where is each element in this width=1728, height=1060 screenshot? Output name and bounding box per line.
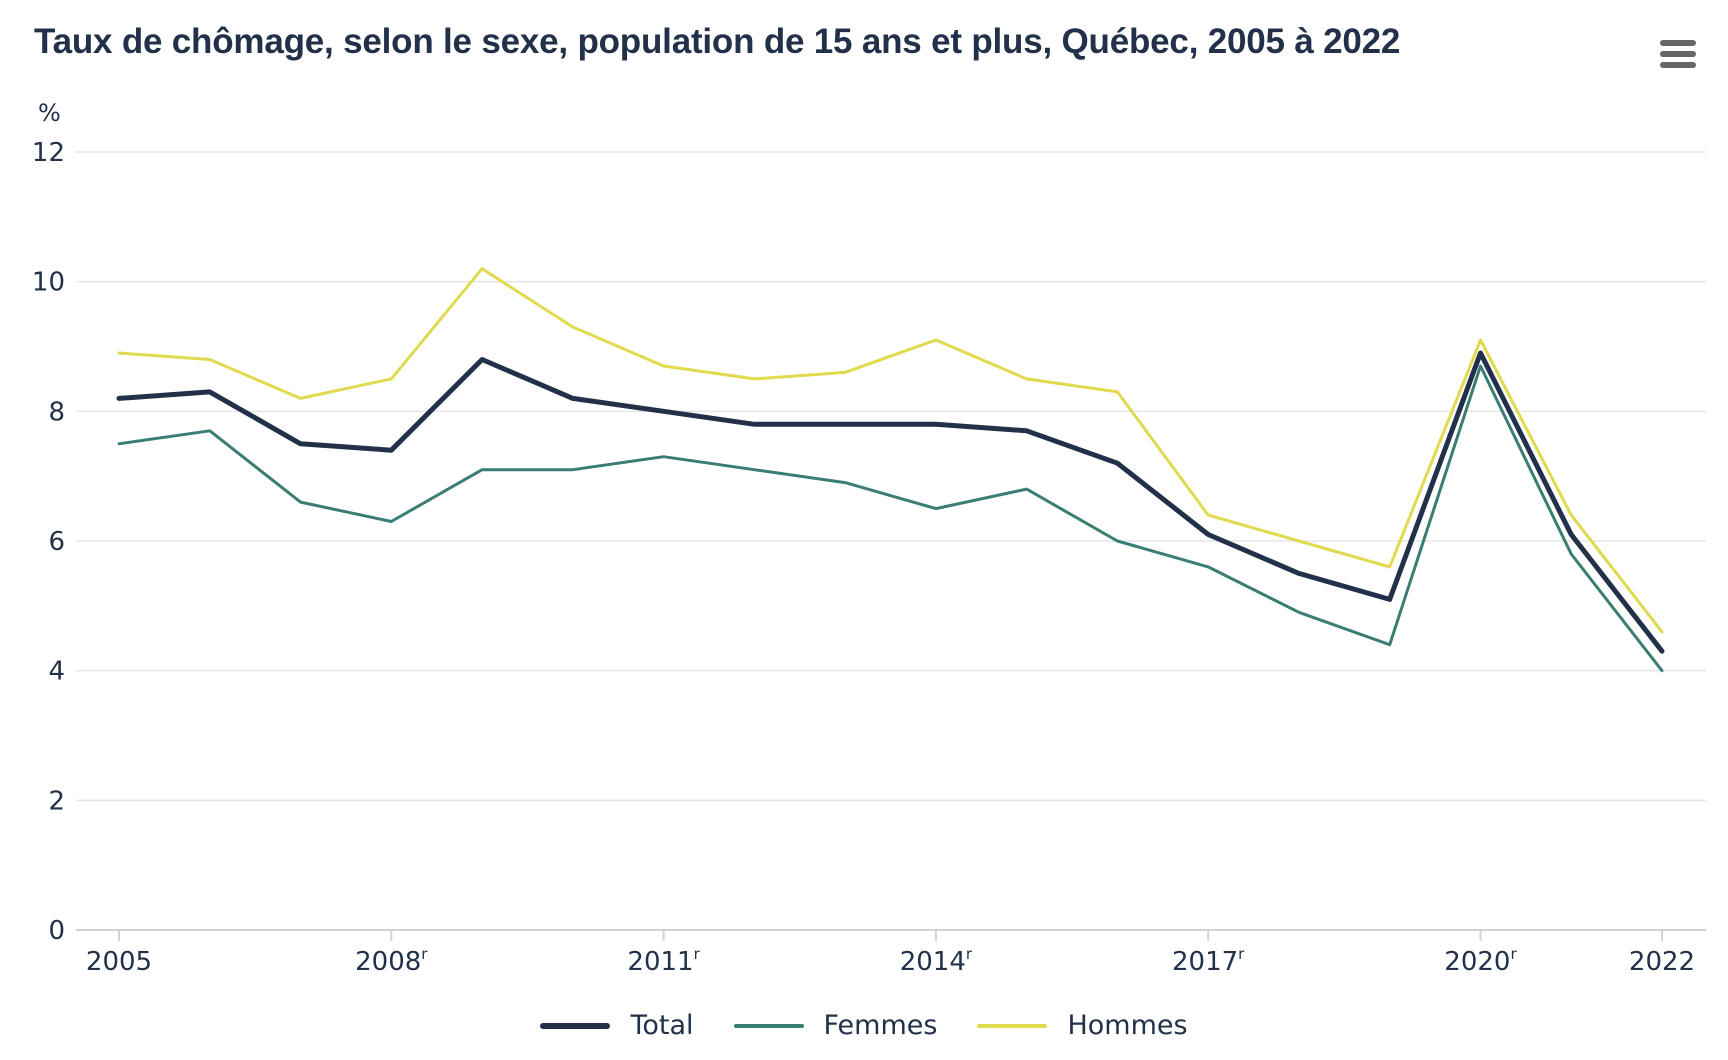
y-tick-label: 6 xyxy=(48,527,65,557)
x-tick-year: 2020 xyxy=(1444,947,1510,977)
x-tick-year: 2011 xyxy=(627,947,693,977)
legend-item[interactable]: Total xyxy=(540,1010,694,1041)
legend: Total Femmes Hommes xyxy=(0,1010,1728,1041)
chart-title: Taux de chômage, selon le sexe, populati… xyxy=(34,22,1401,61)
series-line-1[interactable] xyxy=(117,364,1664,673)
x-tick-label: 2008r xyxy=(355,945,428,977)
hamburger-menu-icon[interactable] xyxy=(1660,38,1696,70)
legend-item[interactable]: Hommes xyxy=(977,1010,1188,1041)
legend-swatch xyxy=(540,1022,611,1029)
menu-bar xyxy=(1660,62,1696,68)
x-tick-label: 2017r xyxy=(1172,945,1245,977)
legend-label: Femmes xyxy=(823,1010,938,1041)
x-tick-label: 2022 xyxy=(1629,947,1695,977)
y-tick-label: 12 xyxy=(32,138,65,168)
y-tick-label: 0 xyxy=(48,916,65,946)
x-tick-label: 2011r xyxy=(627,945,700,977)
x-tick-year: 2022 xyxy=(1629,947,1695,977)
gridlines xyxy=(76,151,1706,931)
series-line-0[interactable] xyxy=(116,350,1665,654)
y-tick-label: 4 xyxy=(48,657,65,687)
x-tick-revision-mark: r xyxy=(1238,945,1245,963)
series-lines xyxy=(116,267,1665,673)
legend-label: Total xyxy=(630,1010,694,1041)
legend-item[interactable]: Femmes xyxy=(733,1010,938,1041)
x-tick-revision-mark: r xyxy=(694,945,701,963)
x-tick-year: 2017 xyxy=(1172,947,1238,977)
series-line-2[interactable] xyxy=(117,267,1664,634)
legend-swatch xyxy=(977,1023,1048,1028)
x-tick-label: 2014r xyxy=(900,945,973,977)
y-tick-label: 10 xyxy=(32,268,65,298)
y-tick-label: 8 xyxy=(48,397,65,427)
y-axis-unit-label: % xyxy=(38,99,61,127)
y-axis: % 0 2 4 6 8 10 12 xyxy=(32,99,65,946)
x-tick-revision-mark: r xyxy=(421,945,428,963)
legend-swatch xyxy=(733,1023,804,1028)
x-tick-year: 2005 xyxy=(86,947,152,977)
x-tick-year: 2008 xyxy=(355,947,421,977)
y-tick-label: 2 xyxy=(48,786,65,816)
menu-bar xyxy=(1660,40,1696,46)
x-tick-revision-mark: r xyxy=(966,945,973,963)
legend-label: Hommes xyxy=(1067,1010,1188,1041)
x-tick-revision-mark: r xyxy=(1510,945,1517,963)
x-axis: 2005 2008r 2011r 2014r 2017r 2020r 2022 xyxy=(86,930,1695,977)
x-tick-label: 2005 xyxy=(86,947,152,977)
x-tick-label: 2020r xyxy=(1444,945,1517,977)
menu-bar xyxy=(1660,51,1696,57)
x-tick-year: 2014 xyxy=(900,947,966,977)
